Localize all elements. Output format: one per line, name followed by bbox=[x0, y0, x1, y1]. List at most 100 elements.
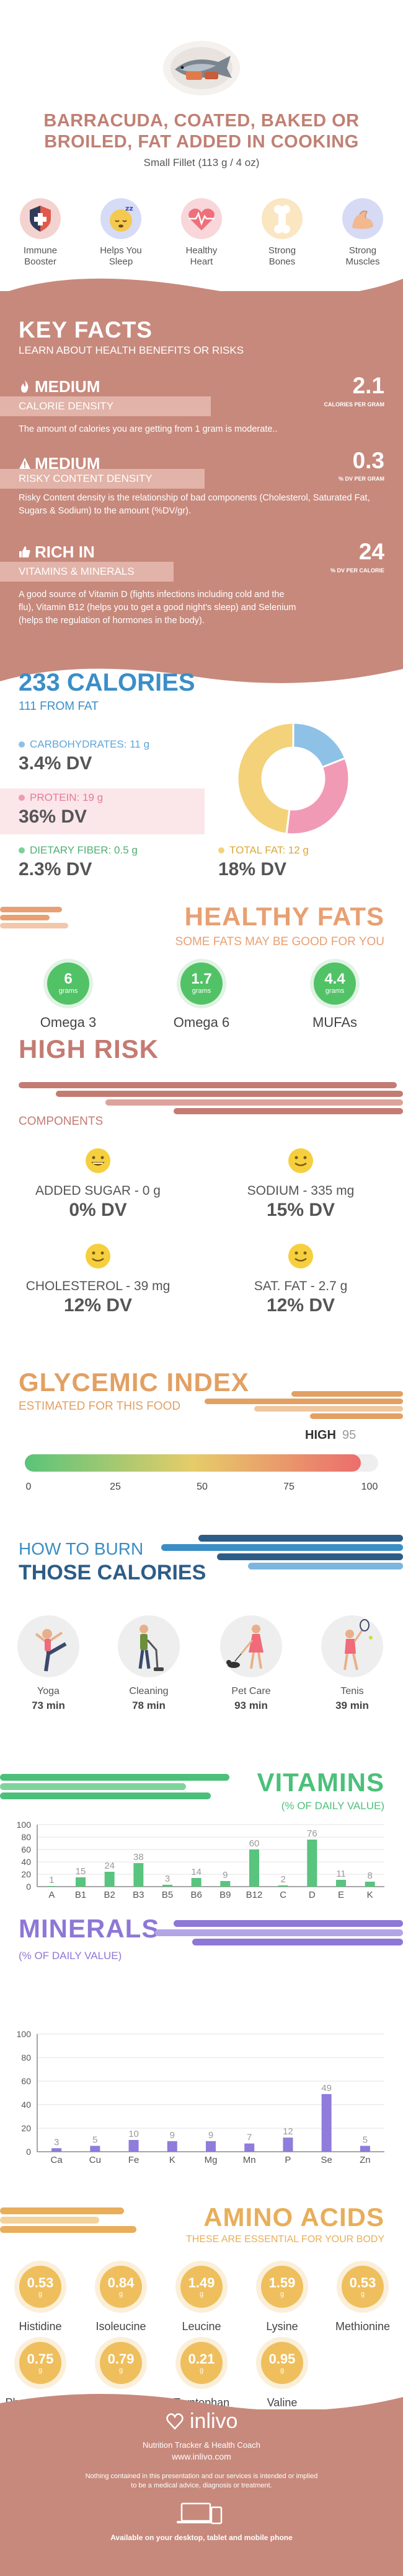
vitamin-bar-b5 bbox=[162, 1885, 172, 1887]
amino-value: 0.53 bbox=[27, 2275, 54, 2290]
vitamin-value-label: 76 bbox=[307, 1828, 317, 1839]
risk-sat-fat: SAT. FAT - 2.7 g 12% DV bbox=[208, 1242, 394, 1316]
vitamin-ytick: 60 bbox=[21, 1845, 31, 1854]
vitamin-category-label: B3 bbox=[133, 1890, 144, 1900]
nutrient-fiber: DIETARY FIBER: 0.5 g 2.3% DV bbox=[19, 844, 138, 880]
glycemic-subtitle: ESTIMATED FOR THIS FOOD bbox=[19, 1400, 181, 1413]
vitamin-value-label: 60 bbox=[249, 1838, 260, 1849]
amino-unit: g bbox=[360, 2290, 365, 2298]
mineral-ytick: 40 bbox=[21, 2100, 31, 2110]
footer-available: Available on your desktop, tablet and mo… bbox=[110, 2533, 293, 2542]
fat-mufas: 4.4 grams MUFAs bbox=[294, 959, 375, 1031]
amino-item: 1.49 g Leucine bbox=[161, 2261, 242, 2333]
calories-title: 233 CALORIES bbox=[19, 669, 195, 696]
amino-item: 0.84 g Isoleucine bbox=[81, 2261, 161, 2333]
gi-tick-50: 50 bbox=[197, 1482, 208, 1492]
gi-tick-0: 0 bbox=[25, 1482, 32, 1492]
amino-name: Valine bbox=[267, 2396, 298, 2409]
vitamin-bar-c bbox=[278, 1885, 288, 1887]
vitamin-ytick: 80 bbox=[21, 1832, 31, 1842]
fact-risky-value: 0.3 bbox=[352, 448, 384, 473]
flexed-arm-icon bbox=[342, 198, 383, 239]
amino-value: 0.84 bbox=[107, 2275, 135, 2290]
vitamin-bar-b1 bbox=[76, 1877, 86, 1887]
heart-pulse-icon bbox=[181, 198, 222, 239]
nutrient-carbs: CARBOHYDRATES: 11 g 3.4% DV bbox=[19, 738, 150, 774]
minerals-subtitle: (% OF DAILY VALUE) bbox=[19, 1950, 122, 1962]
amino-value: 0.75 bbox=[27, 2351, 54, 2367]
page-title: BARRACUDA, COATED, BAKED OR BROILED, FAT… bbox=[43, 111, 360, 152]
amino-unit: g bbox=[199, 2367, 204, 2374]
mineral-value-label: 7 bbox=[247, 2133, 252, 2143]
vitamin-value-label: 3 bbox=[165, 1874, 170, 1884]
amino-ring: 1.49 g bbox=[175, 2261, 228, 2313]
fact-calorie-value: 2.1 bbox=[352, 373, 384, 398]
risk-cholesterol: CHOLESTEROL - 39 mg 12% DV bbox=[5, 1242, 191, 1316]
key-facts-title: KEY FACTS bbox=[19, 317, 153, 343]
warning-icon bbox=[19, 458, 30, 469]
footer bbox=[0, 2409, 403, 2576]
benefits-row: Immune Booster zz Helps You Sleep Healthy H… bbox=[0, 198, 403, 273]
mineral-value-label: 9 bbox=[170, 2130, 175, 2141]
vitamin-category-label: B12 bbox=[246, 1890, 263, 1900]
amino-ring: 0.84 g bbox=[95, 2261, 147, 2313]
amino-value: 0.79 bbox=[107, 2351, 135, 2367]
vitamin-category-label: K bbox=[367, 1890, 373, 1900]
vitamin-value-label: 14 bbox=[191, 1867, 202, 1877]
mineral-ytick: 20 bbox=[21, 2123, 31, 2133]
gi-tick-25: 25 bbox=[110, 1482, 121, 1492]
mineral-bar-mg bbox=[206, 2141, 216, 2152]
mineral-ytick: 0 bbox=[26, 2147, 31, 2157]
fat-omega3: 6 grams Omega 3 bbox=[28, 959, 108, 1031]
vitamin-bar-b3 bbox=[133, 1863, 144, 1887]
vitamin-category-label: B6 bbox=[190, 1890, 202, 1900]
vitamin-value-label: 15 bbox=[76, 1866, 86, 1877]
protein-highlight bbox=[0, 788, 205, 834]
vitamin-bar-a bbox=[46, 1886, 57, 1887]
donut-slice-total-fat bbox=[236, 722, 294, 836]
mineral-ytick: 60 bbox=[21, 2076, 31, 2086]
amino-name: Isoleucine bbox=[95, 2320, 146, 2333]
fact-rich-desc: A good source of Vitamin D (fights infec… bbox=[19, 590, 296, 626]
donut-slice-protein bbox=[285, 757, 350, 836]
amino-name: Leucine bbox=[182, 2320, 221, 2333]
fact-risky-unit: % DV PER GRAM bbox=[338, 476, 384, 482]
risk-added-sugar: ADDED SUGAR - 0 g 0% DV bbox=[5, 1147, 191, 1221]
amino-ring: 0.53 g bbox=[337, 2261, 389, 2313]
vitamin-bar-d bbox=[307, 1840, 317, 1887]
thumbs-up-icon bbox=[19, 546, 30, 557]
vitamin-category-label: B5 bbox=[162, 1890, 173, 1900]
vitamins-subtitle: (% OF DAILY VALUE) bbox=[281, 1800, 384, 1812]
amino-name: Lysine bbox=[266, 2320, 298, 2333]
mineral-category-label: Mg bbox=[205, 2155, 218, 2165]
mineral-bar-zn bbox=[360, 2146, 370, 2152]
mineral-bar-k bbox=[167, 2141, 177, 2152]
amino-value: 0.95 bbox=[268, 2351, 296, 2367]
mineral-bar-fe bbox=[128, 2140, 139, 2152]
flame-icon bbox=[21, 380, 29, 393]
mineral-value-label: 49 bbox=[321, 2083, 332, 2094]
amino-name: Histidine bbox=[19, 2320, 62, 2333]
glycemic-level: HIGH 95 bbox=[305, 1428, 356, 1442]
mineral-value-label: 3 bbox=[54, 2137, 59, 2147]
fat-omega6: 1.7 grams Omega 6 bbox=[161, 959, 242, 1031]
dog-walking-icon bbox=[220, 1615, 282, 1677]
mineral-category-label: Mn bbox=[243, 2155, 256, 2165]
fact-calorie-level: MEDIUM bbox=[19, 377, 100, 396]
fish-dish-image bbox=[163, 41, 240, 95]
glycemic-title: GLYCEMIC INDEX bbox=[19, 1368, 249, 1397]
fact-rich-level: RICH IN bbox=[19, 543, 95, 562]
healthy-fats-stripes bbox=[0, 907, 68, 928]
footer-logo: inlivo bbox=[0, 2409, 403, 2434]
mineral-bar-se bbox=[321, 2094, 332, 2152]
fat-dot bbox=[218, 847, 224, 854]
glycemic-bar bbox=[25, 1454, 361, 1472]
amino-unit: g bbox=[280, 2290, 285, 2298]
benefit-sleep: zz Helps You Sleep bbox=[87, 198, 155, 268]
amino-unit: g bbox=[199, 2290, 204, 2298]
mineral-category-label: Fe bbox=[128, 2155, 140, 2165]
fact-risky-name: RISKY CONTENT DENSITY bbox=[0, 469, 205, 489]
vitamin-bar-b2 bbox=[104, 1872, 115, 1887]
footer-url[interactable]: www.inlivo.com bbox=[172, 2452, 231, 2461]
sleep-face-icon: zz bbox=[100, 198, 141, 239]
